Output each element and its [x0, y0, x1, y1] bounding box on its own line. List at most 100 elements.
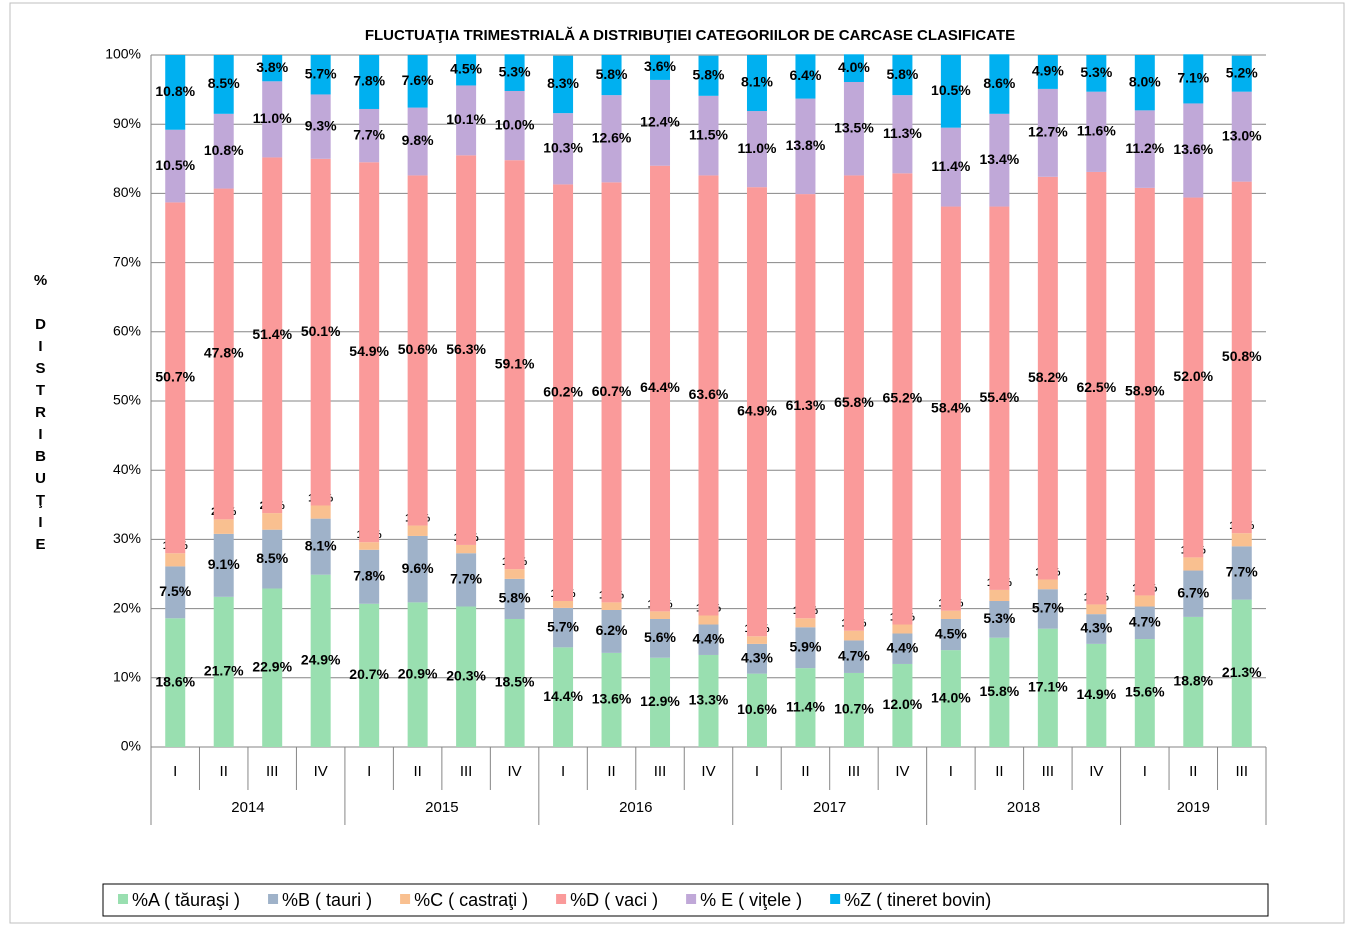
bar-segment [456, 606, 477, 747]
bar-segment [1231, 599, 1252, 747]
data-label: 7.1% [1177, 70, 1209, 86]
data-label: 20.3% [446, 667, 486, 683]
bar-segment [892, 633, 913, 664]
x-tick-label: I [173, 763, 177, 780]
bar-segment [553, 55, 574, 114]
bar-segment [940, 127, 961, 207]
data-label: 11.6% [1077, 123, 1116, 139]
bar-segment [359, 55, 380, 109]
data-label: 65.8% [834, 394, 874, 410]
bar-segment [310, 505, 331, 519]
data-label: 10.5% [931, 82, 971, 98]
x-tick-label: II [607, 763, 615, 780]
bar-segment [746, 673, 767, 747]
bar-segment [1037, 579, 1058, 590]
data-label: 50.1% [301, 323, 341, 339]
bar-segment [892, 173, 913, 625]
data-label: 15.8% [980, 683, 1020, 699]
x-group-label: 2016 [619, 799, 652, 816]
data-label: 51.4% [252, 326, 292, 342]
bar-segment [553, 647, 574, 747]
data-label: 13.5% [834, 119, 874, 135]
data-label: 5.3% [1080, 64, 1112, 80]
bar-segment [795, 54, 816, 99]
bar-segment [359, 108, 380, 163]
bar-segment [795, 98, 816, 195]
bar-segment [1183, 616, 1204, 747]
bar-segment [1037, 176, 1058, 580]
data-label: 10.1% [446, 111, 486, 127]
y-tick-label: 80% [113, 184, 141, 200]
bar-segment [795, 668, 816, 747]
bar-segment [989, 54, 1010, 114]
chart-title: FLUCTUAŢIA TRIMESTRIALĂ A DISTRIBUŢIEI C… [365, 27, 1015, 44]
bar-segment [1086, 171, 1107, 605]
bar-segment [892, 624, 913, 634]
x-tick-label: IV [701, 763, 715, 780]
data-label: 5.8% [693, 66, 725, 82]
bar-segment [213, 533, 234, 597]
x-tick-label: III [266, 763, 279, 780]
bar-segment [213, 55, 234, 114]
data-label: 11.0% [253, 110, 292, 126]
data-label: 5.7% [305, 65, 337, 81]
data-label: 54.9% [349, 343, 389, 359]
x-tick-label: III [1236, 763, 1249, 780]
x-tick-label: III [848, 763, 861, 780]
data-label: 13.0% [1222, 127, 1262, 143]
bar-segment [504, 578, 525, 619]
bar-segment [940, 55, 961, 128]
legend-swatch [556, 894, 567, 904]
bar-segment [650, 165, 671, 612]
bar-segment [1183, 103, 1204, 198]
bar-segment [698, 624, 719, 655]
bar-segment [165, 55, 186, 130]
bar-segment [504, 90, 525, 161]
bar-segment [1231, 91, 1252, 182]
data-label: 13.6% [1173, 141, 1213, 157]
bar-segment [940, 206, 961, 611]
data-label: 14.4% [543, 688, 583, 704]
data-label: 24.9% [301, 652, 341, 668]
bar-segment [746, 643, 767, 674]
bar-segment [1134, 639, 1155, 747]
legend-label: %Z ( tineret bovin) [844, 890, 991, 910]
bar-segment [1134, 187, 1155, 596]
bar-segment [940, 610, 961, 619]
legend-label: %A ( tăuraşi ) [132, 890, 240, 910]
bar-segment [1086, 643, 1107, 747]
data-label: 4.7% [838, 647, 870, 663]
bar-segment [940, 618, 961, 651]
data-label: 9.8% [402, 132, 434, 148]
bar-segment [1037, 88, 1058, 177]
data-label: 56.3% [446, 341, 486, 357]
data-label: 22.9% [252, 658, 292, 674]
data-label: 5.6% [644, 629, 676, 645]
data-label: 11.3% [883, 125, 922, 141]
bar-segment [601, 652, 622, 747]
data-label: 7.7% [1226, 564, 1258, 580]
legend-swatch [400, 894, 411, 904]
bar-segment [843, 630, 864, 641]
data-label: 3.6% [644, 58, 676, 74]
x-tick-label: III [654, 763, 667, 780]
data-label: 64.4% [640, 379, 680, 395]
data-label: 13.4% [980, 151, 1020, 167]
bar-segment [1134, 606, 1155, 640]
data-label: 8.6% [983, 75, 1015, 91]
bar-segment [1037, 55, 1058, 89]
bar-segment [746, 187, 767, 637]
x-group-label: 2014 [231, 799, 264, 816]
bar-segment [213, 519, 234, 534]
y-tick-label: 40% [113, 461, 141, 477]
x-tick-label: I [367, 763, 371, 780]
bar-segment [698, 175, 719, 616]
bar-segment [989, 206, 1010, 590]
data-label: 58.4% [931, 399, 971, 415]
bar-segment [1183, 570, 1204, 617]
y-axis-label: % DISTRIBUŢIE [32, 272, 49, 558]
data-label: 20.7% [349, 666, 389, 682]
bar-segment [262, 81, 283, 158]
y-tick-label: 70% [113, 253, 141, 269]
bar-segment [843, 175, 864, 631]
